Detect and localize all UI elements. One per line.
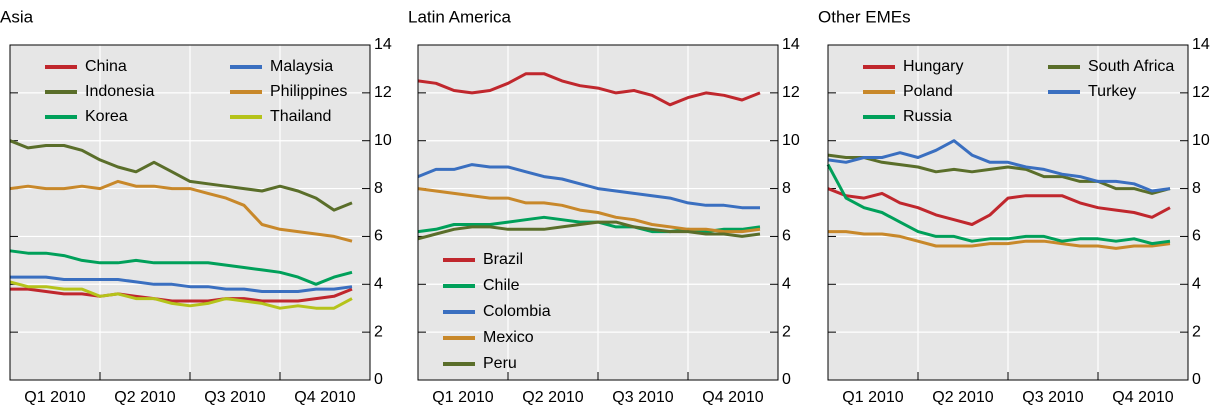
series-line — [827, 187, 1171, 226]
y-tick-label: 10 — [1192, 132, 1210, 149]
y-tick-label: 12 — [1192, 84, 1210, 101]
series-line — [9, 139, 353, 212]
y-tick-label: 10 — [782, 132, 800, 149]
series-line — [10, 275, 353, 293]
legend-label: Peru — [483, 355, 517, 372]
x-tick-label: Q2 2010 — [932, 389, 993, 406]
plot-border — [417, 44, 779, 381]
y-tick-label: 14 — [782, 36, 800, 53]
legend-label: Mexico — [483, 329, 534, 346]
x-tick-label: Q3 2010 — [612, 389, 673, 406]
legend-label: Chile — [483, 277, 520, 294]
y-tick-label: 12 — [782, 84, 800, 101]
x-tick-label: Q4 2010 — [1112, 389, 1173, 406]
y-tick-label: 6 — [782, 228, 791, 245]
legend-label: China — [85, 58, 127, 75]
y-tick-label: 8 — [374, 180, 383, 197]
x-tick-label: Q1 2010 — [432, 389, 493, 406]
series-line — [10, 287, 353, 303]
y-tick-label: 8 — [782, 180, 791, 197]
x-tick-label: Q4 2010 — [294, 389, 355, 406]
x-tick-label: Q3 2010 — [204, 389, 265, 406]
y-tick-label: 2 — [1192, 323, 1201, 340]
legend-label: Turkey — [1088, 83, 1136, 100]
series-line — [826, 163, 1171, 246]
legend-label: South Africa — [1088, 58, 1174, 75]
y-tick-label: 10 — [374, 132, 392, 149]
legend-label: Philippines — [270, 83, 347, 100]
x-tick-label: Q4 2010 — [702, 389, 763, 406]
series-line — [827, 153, 1171, 195]
y-tick-label: 14 — [374, 36, 392, 53]
legend-label: Poland — [903, 83, 953, 100]
series-line — [827, 139, 1171, 193]
y-tick-label: 0 — [782, 371, 791, 388]
x-tick-label: Q1 2010 — [842, 389, 903, 406]
legend-label: Malaysia — [270, 58, 333, 75]
y-tick-label: 0 — [374, 371, 383, 388]
legend-label: Brazil — [483, 251, 523, 268]
panel-title: Asia — [0, 7, 34, 26]
y-tick-label: 4 — [374, 276, 383, 293]
y-tick-label: 4 — [782, 276, 791, 293]
y-tick-label: 4 — [1192, 276, 1201, 293]
x-tick-label: Q2 2010 — [522, 389, 583, 406]
panel: Asia 0 2 4 6 8 10 12 14 Q1 2010 Q2 2010 Q3 2010 Q4 2… — [0, 7, 392, 406]
y-tick-label: 2 — [374, 323, 383, 340]
legend-label: Hungary — [903, 58, 963, 75]
y-tick-label: 6 — [1192, 228, 1201, 245]
y-tick-label: 6 — [374, 228, 383, 245]
series-line — [417, 220, 761, 241]
legend-label: Korea — [85, 108, 128, 125]
panel: Other EMEs 0 2 4 6 8 10 12 14 Q1 2010 Q2 2010 Q3 20… — [818, 7, 1210, 406]
legend-label: Colombia — [483, 303, 551, 320]
x-tick-label: Q2 2010 — [114, 389, 175, 406]
panel: Latin America 0 2 4 6 8 10 12 14 Q1 2010 Q2 2010 Q3… — [408, 7, 800, 406]
series-line — [9, 280, 353, 310]
y-tick-label: 12 — [374, 84, 392, 101]
panel-title: Latin America — [408, 7, 512, 26]
x-tick-label: Q1 2010 — [24, 389, 85, 406]
y-tick-label: 2 — [782, 323, 791, 340]
y-tick-label: 8 — [1192, 180, 1201, 197]
legend-label: Russia — [903, 108, 952, 125]
legend-label: Indonesia — [85, 83, 154, 100]
series-line — [417, 72, 761, 107]
series-line — [417, 187, 761, 234]
series-line — [9, 179, 353, 243]
x-tick-label: Q3 2010 — [1022, 389, 1083, 406]
y-tick-label: 0 — [1192, 371, 1201, 388]
series-line — [9, 249, 353, 286]
plot-border — [827, 44, 1189, 381]
series-line — [417, 163, 760, 210]
plot-border — [9, 44, 371, 381]
series-line — [828, 230, 1171, 250]
legend-label: Thailand — [270, 108, 331, 125]
y-tick-label: 14 — [1192, 36, 1210, 53]
panel-title: Other EMEs — [818, 7, 911, 26]
